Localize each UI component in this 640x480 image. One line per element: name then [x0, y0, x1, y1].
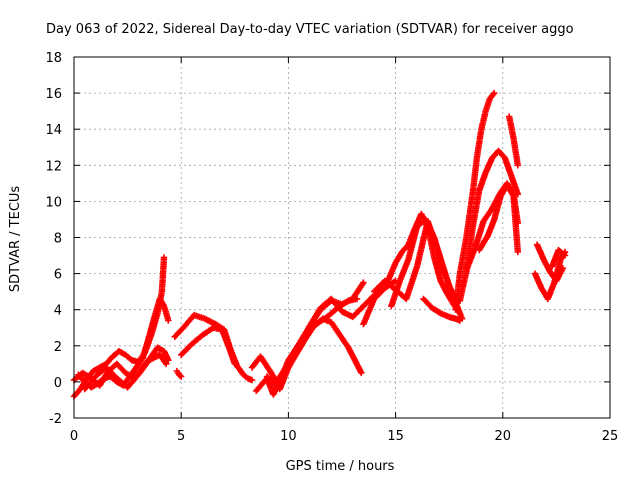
x-tick-label: 5 — [177, 429, 185, 444]
y-tick-label: 8 — [54, 232, 62, 247]
y-tick-label: 18 — [45, 51, 62, 66]
y-tick-label: 14 — [45, 123, 62, 138]
series-track-20 — [506, 113, 521, 169]
series-track-22 — [531, 248, 569, 303]
chart-title: Day 063 of 2022, Sidereal Day-to-day VTE… — [46, 22, 574, 37]
x-tick-label: 25 — [602, 429, 619, 444]
y-tick-labels: -2 0 2 4 6 8 10 12 14 16 18 — [45, 51, 62, 427]
y-tick-label: -2 — [49, 412, 62, 427]
y-tick-label: 4 — [54, 304, 62, 319]
series-track-17 — [456, 147, 521, 304]
y-tick-label: 6 — [54, 268, 62, 283]
series-track-5 — [173, 367, 185, 380]
series-track-23 — [548, 246, 569, 270]
series-track-19 — [476, 182, 521, 256]
x-tick-label: 20 — [495, 429, 512, 444]
y-tick-label: 0 — [54, 376, 62, 391]
series-track-15 — [420, 295, 464, 324]
series-track-7 — [178, 324, 238, 368]
x-tick-labels: 0 5 10 15 20 25 — [70, 429, 618, 444]
y-tick-label: 12 — [45, 159, 62, 174]
y-tick-label: 16 — [45, 87, 62, 102]
axis-ticks — [73, 56, 611, 419]
x-tick-label: 15 — [387, 429, 404, 444]
y-tick-label: 10 — [45, 195, 62, 210]
data-marks — [70, 89, 569, 400]
x-axis-label: GPS time / hours — [286, 459, 395, 474]
x-tick-label: 0 — [70, 429, 78, 444]
y-tick-label: 2 — [54, 340, 62, 355]
x-tick-label: 10 — [280, 429, 297, 444]
series-track-16 — [452, 89, 498, 313]
y-axis-label: SDTVAR / TECUs — [8, 186, 23, 293]
series-track-4 — [81, 351, 170, 393]
